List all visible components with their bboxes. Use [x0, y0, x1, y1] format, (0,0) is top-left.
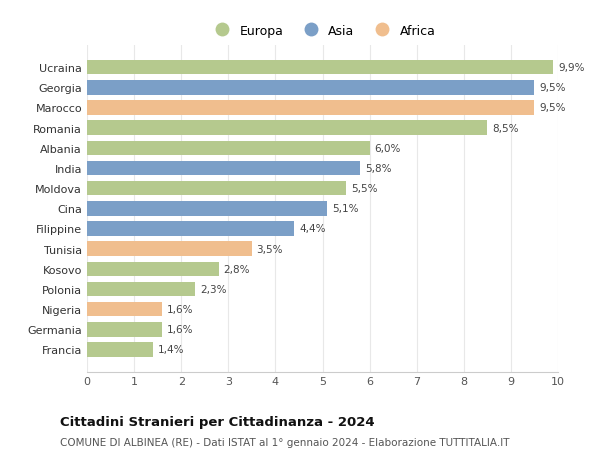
Text: 9,9%: 9,9% [558, 63, 584, 73]
Legend: Europa, Asia, Africa: Europa, Asia, Africa [205, 20, 440, 43]
Text: 4,4%: 4,4% [299, 224, 325, 234]
Text: 5,8%: 5,8% [365, 163, 391, 174]
Text: Cittadini Stranieri per Cittadinanza - 2024: Cittadini Stranieri per Cittadinanza - 2… [60, 415, 374, 428]
Bar [87, 202, 327, 216]
Bar [87, 282, 196, 297]
Text: 1,4%: 1,4% [158, 345, 184, 355]
Bar [87, 181, 346, 196]
Text: 9,5%: 9,5% [539, 83, 566, 93]
Bar [87, 222, 294, 236]
Bar [87, 302, 163, 317]
Text: 5,5%: 5,5% [351, 184, 377, 194]
Bar [87, 121, 487, 135]
Text: COMUNE DI ALBINEA (RE) - Dati ISTAT al 1° gennaio 2024 - Elaborazione TUTTITALIA: COMUNE DI ALBINEA (RE) - Dati ISTAT al 1… [60, 437, 509, 447]
Bar [87, 61, 553, 75]
Bar [87, 141, 370, 156]
Text: 6,0%: 6,0% [374, 144, 401, 153]
Bar [87, 162, 360, 176]
Bar [87, 262, 219, 276]
Bar [87, 342, 153, 357]
Bar [87, 242, 252, 256]
Bar [87, 322, 163, 337]
Text: 9,5%: 9,5% [539, 103, 566, 113]
Text: 1,6%: 1,6% [167, 325, 194, 335]
Text: 8,5%: 8,5% [492, 123, 518, 133]
Text: 3,5%: 3,5% [257, 244, 283, 254]
Text: 1,6%: 1,6% [167, 304, 194, 314]
Text: 2,3%: 2,3% [200, 285, 227, 294]
Text: 5,1%: 5,1% [332, 204, 358, 214]
Bar [87, 81, 535, 95]
Bar [87, 101, 535, 116]
Text: 2,8%: 2,8% [224, 264, 250, 274]
